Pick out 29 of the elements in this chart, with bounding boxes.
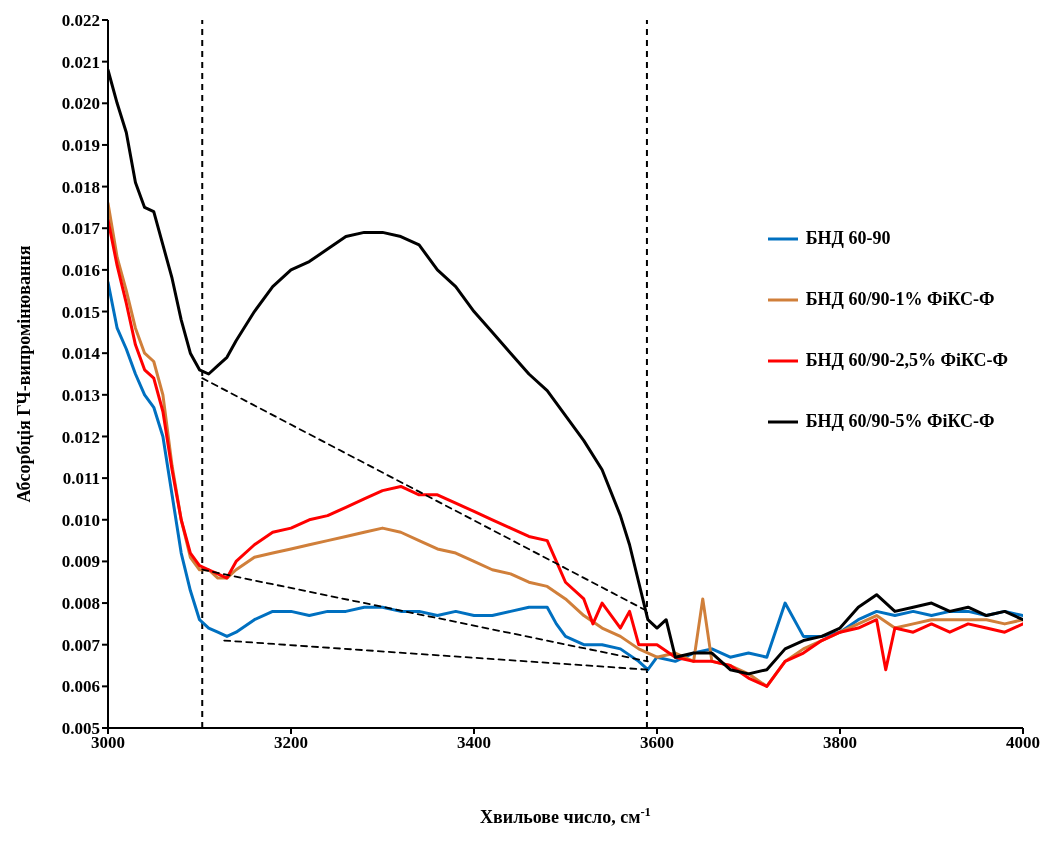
x-tick-label: 4000	[1006, 733, 1040, 753]
y-tick-label: 0.018	[61, 177, 100, 197]
y-tick-label: 0.012	[61, 427, 100, 447]
legend-label: БНД 60/90-2,5% ФіКС-Ф	[805, 350, 1008, 371]
y-tick-label: 0.015	[61, 302, 100, 322]
y-tick-label: 0.010	[61, 510, 100, 530]
y-tick-label: 0.014	[61, 344, 101, 364]
y-tick-label: 0.017	[61, 219, 101, 239]
x-tick-label: 3600	[640, 733, 674, 753]
y-tick-label: 0.021	[61, 52, 100, 72]
y-axis-title: Абсорбція ГЧ-випромінювання	[14, 245, 34, 503]
y-tick-label: 0.007	[61, 635, 101, 655]
legend-label: БНД 60/90-5% ФіКС-Ф	[805, 411, 995, 432]
y-tick-label: 0.022	[61, 11, 100, 31]
legend-label: БНД 60/90-1% ФіКС-Ф	[805, 289, 995, 310]
y-tick-label: 0.006	[61, 677, 100, 697]
y-tick-label: 0.016	[61, 260, 100, 280]
x-tick-label: 3400	[457, 733, 491, 753]
x-tick-label: 3800	[823, 733, 857, 753]
y-tick-label: 0.013	[61, 385, 100, 405]
y-tick-label: 0.008	[61, 594, 100, 614]
y-tick-label: 0.020	[61, 94, 100, 114]
x-axis-title: Хвильове число, см$^{-1}$	[480, 805, 651, 827]
y-tick-label: 0.011	[62, 469, 100, 489]
y-tick-label: 0.019	[61, 135, 100, 155]
x-tick-label: 3000	[91, 733, 125, 753]
y-tick-label: 0.009	[61, 552, 100, 572]
legend-label: БНД 60-90	[805, 228, 891, 249]
x-tick-label: 3200	[274, 733, 308, 753]
